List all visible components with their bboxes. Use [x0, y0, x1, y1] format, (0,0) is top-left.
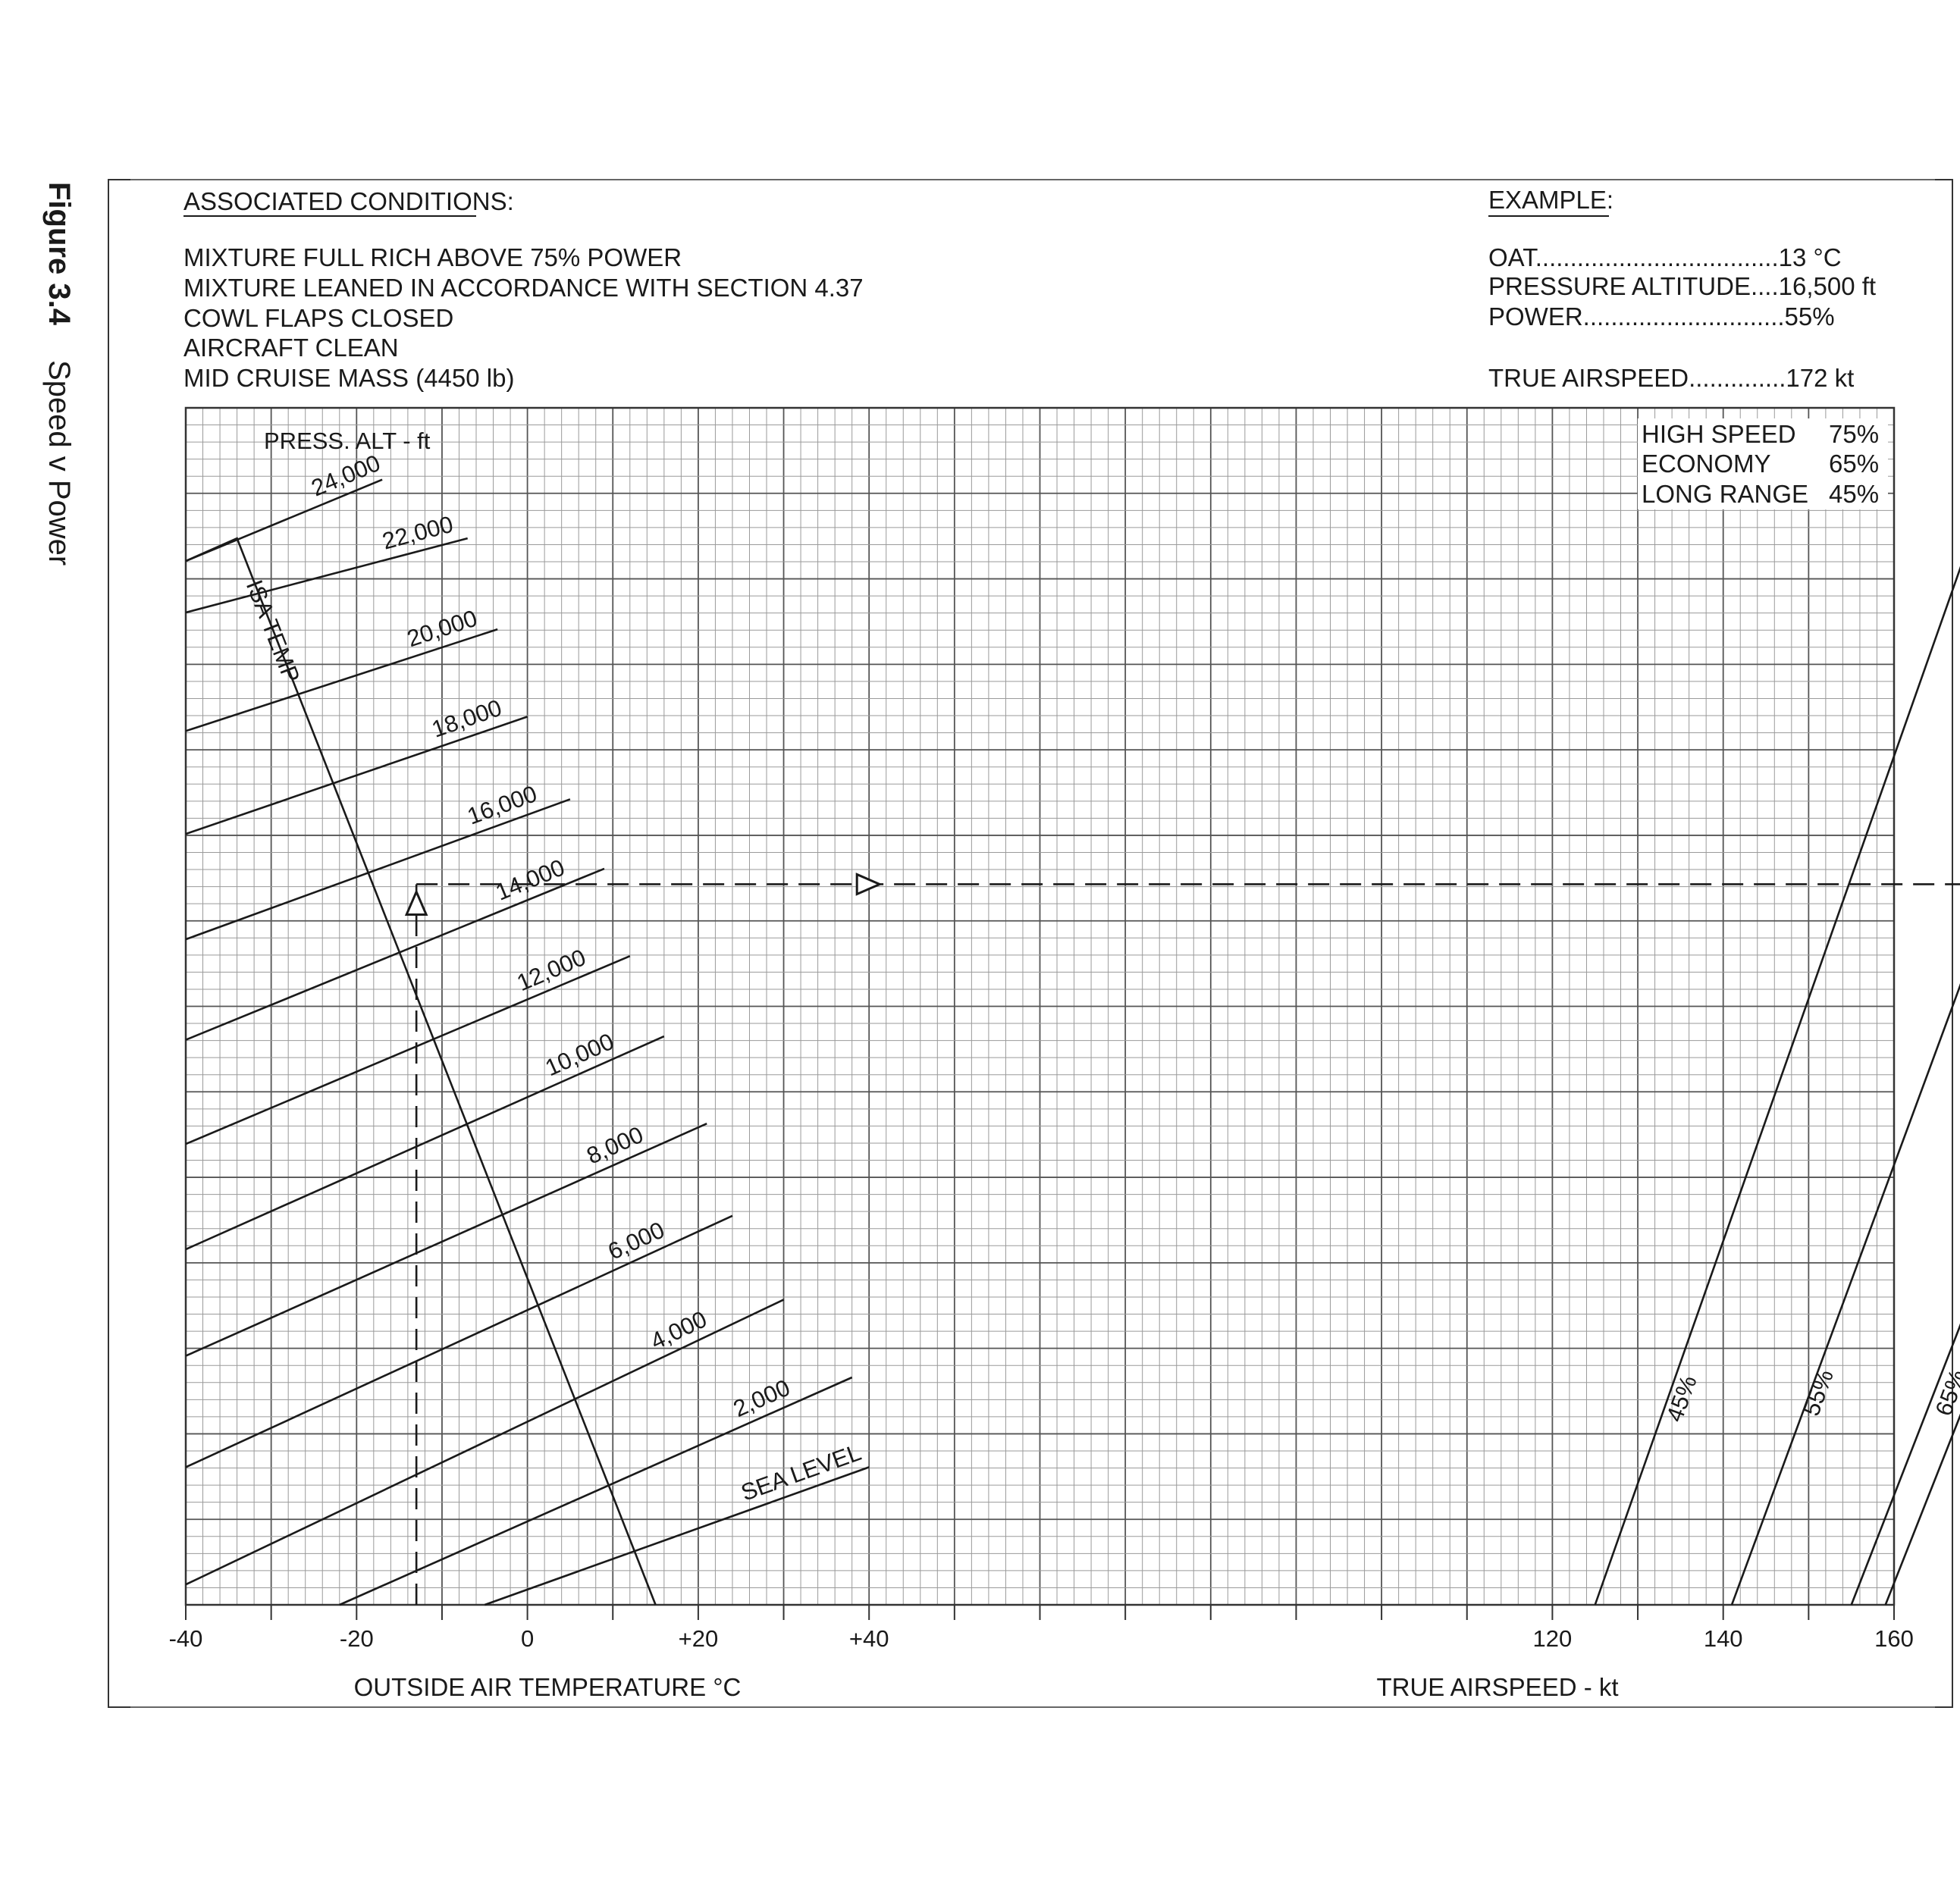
conditions-heading: ASSOCIATED CONDITIONS: — [183, 187, 514, 215]
example-heading: EXAMPLE: — [1488, 186, 1613, 214]
pressure-altitude-line — [185, 955, 631, 1145]
oat-tick-label: 0 — [521, 1625, 534, 1652]
pressure-altitude-line — [185, 1299, 785, 1586]
oat-tick-label: -20 — [340, 1625, 374, 1652]
condition-line-3: COWL FLAPS CLOSED — [183, 304, 453, 332]
oat-tick-label: +20 — [679, 1625, 719, 1652]
condition-line-1: MIXTURE FULL RICH ABOVE 75% POWER — [183, 243, 682, 271]
power-line-label: 45% — [1661, 1372, 1702, 1425]
pressure-altitude-label: 8,000 — [583, 1121, 648, 1170]
pressure-altitude-line — [185, 798, 571, 941]
pressure-altitude-line — [484, 1466, 870, 1606]
power-line — [1730, 983, 1960, 1606]
pressure-altitude-heading: PRESS. ALT - ft — [264, 428, 431, 454]
pressure-altitude-line — [339, 1376, 853, 1606]
pressure-altitude-line — [185, 716, 528, 835]
example-line-oat: OAT...................................13… — [1488, 243, 1842, 271]
tas-tick-label: 160 — [1874, 1625, 1914, 1652]
power-line — [1884, 1413, 1960, 1606]
condition-line-5: MID CRUISE MASS (4450 lb) — [183, 364, 514, 392]
pressure-altitude-line — [185, 628, 498, 732]
figure-label: Figure 3.4 — [42, 182, 76, 325]
tas-axis-ticks: 120140160180200 — [1533, 1625, 1914, 1652]
pressure-altitude-line — [185, 1123, 707, 1357]
power-lines: 45%55%65%75%100% — [1594, 566, 1960, 1606]
pressure-altitude-label: 4,000 — [646, 1305, 710, 1355]
tas-tick-label: 120 — [1533, 1625, 1573, 1652]
pressure-altitude-line — [185, 1035, 665, 1251]
pressure-altitude-label: 14,000 — [492, 854, 569, 905]
figure-side-title: Figure 3.4 Speed v Power — [42, 182, 76, 864]
power-line — [1594, 566, 1960, 1606]
legend-economy-value: 65% — [1829, 450, 1879, 478]
pressure-altitude-label: 16,000 — [464, 780, 541, 829]
power-line-label: 55% — [1798, 1366, 1839, 1419]
pressure-altitude-line — [185, 867, 605, 1041]
pressure-altitude-line — [185, 1214, 733, 1468]
legend-economy-name: ECONOMY — [1642, 450, 1771, 478]
tas-tick-label: 140 — [1704, 1625, 1743, 1652]
oat-tick-label: +40 — [849, 1625, 889, 1652]
power-line — [1850, 1323, 1960, 1606]
example-line-true-airspeed: TRUE AIRSPEED..............172 kt — [1488, 364, 1854, 392]
legend-high-speed-name: HIGH SPEED — [1642, 420, 1796, 448]
isa-temp-label: ISA TEMP — [241, 576, 306, 686]
pressure-altitude-label: 6,000 — [604, 1217, 668, 1265]
oat-axis-label: OUTSIDE AIR TEMPERATURE °C — [354, 1673, 742, 1701]
figure-frame — [108, 179, 1953, 1708]
figure-title: Speed v Power — [42, 359, 76, 566]
condition-line-2: MIXTURE LEANED IN ACCORDANCE WITH SECTIO… — [183, 274, 864, 302]
oat-tick-label: -40 — [169, 1625, 203, 1652]
legend-long-range-name: LONG RANGE — [1642, 480, 1808, 508]
chart-grid — [184, 406, 1896, 1620]
example-line-pressure-altitude: PRESSURE ALTITUDE....16,500 ft — [1488, 272, 1876, 300]
power-settings-legend: HIGH SPEED 75% ECONOMY 65% LONG RANGE 45… — [1638, 418, 1888, 509]
legend-high-speed-value: 75% — [1829, 420, 1879, 448]
condition-line-4: AIRCRAFT CLEAN — [183, 334, 399, 362]
oat-axis-ticks: -40 -20 0 +20 +40 — [169, 1625, 889, 1652]
example-line-power: POWER.............................55% — [1488, 302, 1835, 331]
example-path — [404, 873, 1960, 1605]
example-arrow-right — [855, 873, 883, 896]
example-arrow-up — [404, 888, 428, 916]
pressure-altitude-line — [185, 537, 469, 614]
isa-temp-line-path — [185, 537, 657, 1606]
tas-axis-label: TRUE AIRSPEED - kt — [1376, 1673, 1618, 1701]
legend-background — [1638, 418, 1888, 509]
legend-long-range-value: 45% — [1829, 480, 1879, 508]
